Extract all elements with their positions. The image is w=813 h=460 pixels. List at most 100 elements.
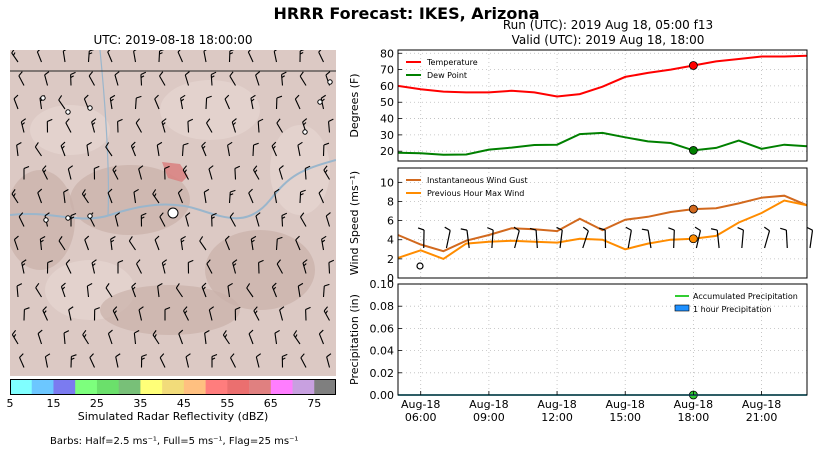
wind-barb <box>82 330 89 345</box>
wind-barb <box>204 330 210 345</box>
colorbar-segment <box>292 379 315 395</box>
y-tick-label: 80 <box>380 47 394 60</box>
calm-station <box>43 217 49 223</box>
wind-barb <box>23 165 30 180</box>
colorbar-segment <box>314 379 336 395</box>
legend-label: Instantaneous Wind Gust <box>427 176 528 185</box>
wind-barb <box>131 282 137 298</box>
colorbar-segment <box>183 379 206 395</box>
wind-barb <box>115 353 121 368</box>
terrain-shade <box>270 125 330 215</box>
y-tick-label: 60 <box>380 80 394 93</box>
x-tick-label: Aug-18 <box>742 398 781 411</box>
wind-barb <box>274 188 280 204</box>
wind-barb <box>70 212 77 227</box>
colorbar-ticks: 5 15 25 35 45 55 65 75 <box>7 397 322 410</box>
wind-barb <box>201 141 207 157</box>
wind-barb <box>62 50 69 63</box>
calm-station <box>317 99 323 105</box>
calm-barb <box>416 262 424 270</box>
wind-barb <box>460 228 470 249</box>
x-tick-label: 12:00 <box>541 411 573 424</box>
x-tick-label: 09:00 <box>473 411 505 424</box>
wind-barb <box>641 228 652 249</box>
colorbar-segment <box>270 379 293 395</box>
colorbar-tick-label: 5 <box>7 397 14 410</box>
wind-barb <box>318 50 324 63</box>
barb-legend-note: Barbs: Half=2.5 ms⁻¹, Full=5 ms⁻¹, Flag=… <box>50 436 299 447</box>
chart-panel-2: 0 2 4 6 8 10 Wind Speed (ms⁻¹) Instantaneous Wi… <box>348 167 813 285</box>
colorbar-tick-label: 75 <box>307 397 321 410</box>
wind-barb <box>227 282 233 298</box>
colorbar-tick-label: 15 <box>46 397 60 410</box>
wind-barb <box>323 306 330 321</box>
wind-barb <box>138 165 144 180</box>
wind-barb <box>23 307 30 321</box>
wind-barb <box>321 235 327 251</box>
wind-barb <box>67 165 74 180</box>
wind-barb <box>185 353 191 368</box>
valid-time-marker <box>688 61 698 70</box>
wind-barb <box>18 71 25 86</box>
y-tick-label: 4 <box>387 234 394 247</box>
wind-barb <box>253 165 260 180</box>
wind-barb <box>161 259 168 274</box>
wind-barb <box>93 165 100 180</box>
wind-barb <box>152 189 160 204</box>
wind-barb <box>281 353 288 368</box>
colorbar-segment <box>53 379 76 395</box>
wind-barb <box>107 329 113 345</box>
wind-barb <box>164 306 171 321</box>
wind-barb <box>248 329 254 345</box>
wind-barb <box>228 50 236 63</box>
chart-panel-1: 20 30 40 50 60 70 80 Degrees (F) Temperature Dew … <box>348 47 808 162</box>
wind-barb <box>513 226 520 249</box>
wind-barb <box>417 227 425 249</box>
series-line <box>397 194 808 253</box>
x-tick-label: Aug-18 <box>605 398 644 411</box>
wind-barb <box>164 165 170 180</box>
wind-barb <box>183 306 189 321</box>
wind-barb <box>182 165 189 180</box>
wind-barb <box>68 306 74 321</box>
wind-barb <box>281 212 288 227</box>
wind-barb <box>304 165 311 180</box>
wind-barb <box>255 353 262 368</box>
wind-barb <box>529 227 538 249</box>
wind-barb <box>114 212 121 227</box>
wind-barb <box>140 354 147 368</box>
wind-barb <box>159 212 166 227</box>
wind-barb <box>60 282 66 298</box>
wind-barb <box>487 227 494 249</box>
wind-barb <box>128 236 136 251</box>
wind-barb <box>280 71 287 86</box>
wind-barb <box>247 50 254 63</box>
station-marker <box>167 207 179 219</box>
wind-barb <box>63 330 70 345</box>
wind-barb <box>299 71 307 86</box>
y-tick-label: 0.00 <box>370 389 395 402</box>
x-tick-label: 06:00 <box>405 411 437 424</box>
wind-barb <box>227 141 233 157</box>
colorbar-segment <box>10 379 33 395</box>
wind-barb <box>154 235 160 251</box>
axes-frame <box>397 283 808 396</box>
wind-barb <box>44 71 50 86</box>
x-tick-label: Aug-18 <box>537 398 576 411</box>
wind-barb <box>157 283 163 298</box>
wind-barb <box>158 50 165 63</box>
wind-barb <box>20 118 27 133</box>
wind-barb <box>159 71 166 86</box>
legend-swatch <box>674 304 690 312</box>
wind-barb <box>37 188 43 204</box>
calm-station <box>65 109 71 115</box>
wind-barb <box>322 283 330 298</box>
wind-barb <box>780 227 788 249</box>
wind-barb <box>134 95 142 110</box>
wind-barb <box>305 306 311 321</box>
wind-barb <box>318 188 325 204</box>
calm-station <box>40 95 46 101</box>
valid-time-marker <box>688 145 698 155</box>
wind-barb <box>140 71 147 86</box>
